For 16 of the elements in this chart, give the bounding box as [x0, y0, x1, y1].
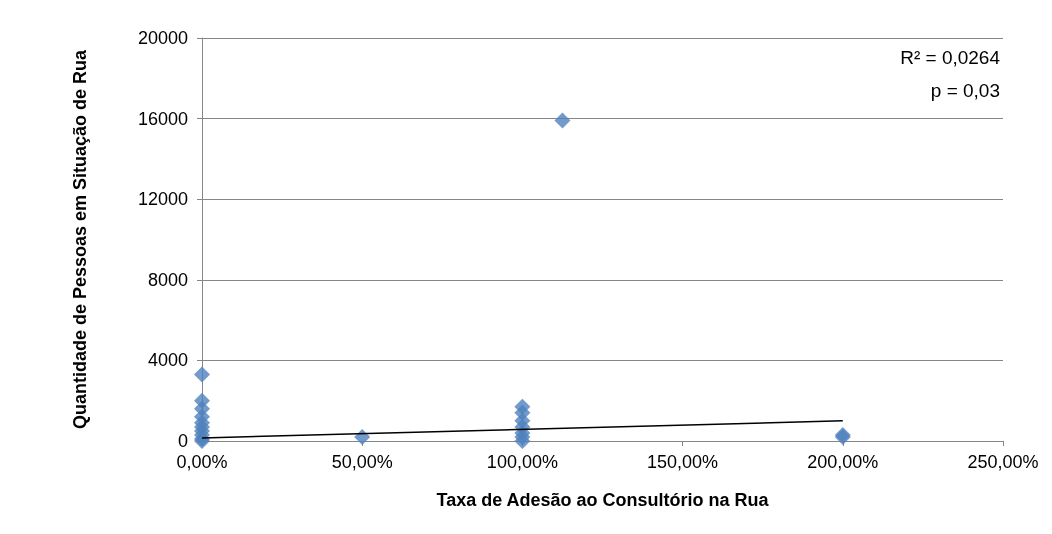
x-tick-label: 100,00%	[486, 452, 558, 472]
y-tick-label: 16000	[137, 108, 188, 129]
x-tick-label: 200,00%	[807, 452, 879, 472]
annotation: p = 0,03	[930, 80, 1000, 101]
y-axis-title: Quantidade de Pessoas em Situação de Rua	[70, 48, 90, 430]
x-tick-label: 150,00%	[647, 452, 719, 472]
annotation: R² = 0,0264	[900, 47, 1001, 68]
y-tick-label: 20000	[137, 28, 188, 48]
x-axis-title: Taxa de Adesão ao Consultório na Rua	[436, 490, 770, 510]
x-tick-label: 0,00%	[176, 452, 228, 472]
x-tick-label: 50,00%	[331, 452, 393, 472]
y-tick-label: 12000	[137, 189, 188, 210]
y-tick-label: 0	[177, 431, 188, 451]
x-tick-label: 250,00%	[967, 452, 1039, 472]
y-tick-label: 8000	[147, 269, 188, 290]
y-tick-label: 4000	[147, 350, 188, 371]
